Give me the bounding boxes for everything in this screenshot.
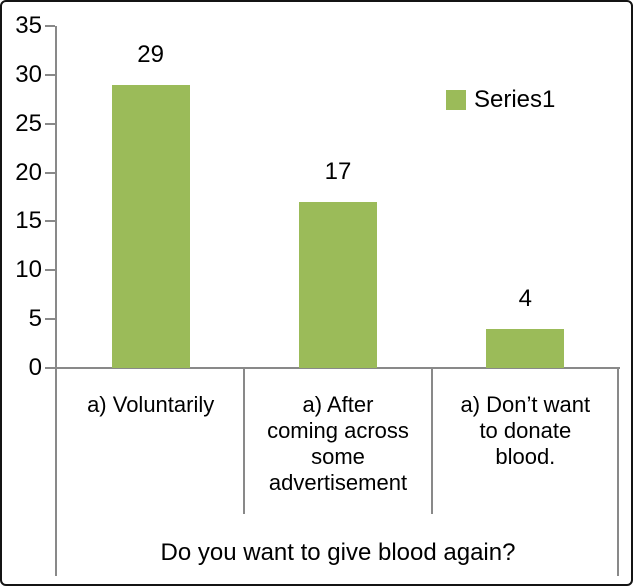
category-label-line: advertisement	[268, 470, 408, 495]
x-axis-line	[55, 367, 620, 369]
bar-value-label: 4	[518, 284, 532, 312]
category-label-line: to donate	[479, 418, 572, 443]
category-divider	[430, 368, 433, 514]
y-tick-mark	[45, 367, 55, 369]
y-tick-mark	[45, 269, 55, 272]
bar-value-label: 17	[324, 157, 352, 185]
category-label-line: a) After	[302, 392, 374, 417]
y-tick-mark	[45, 73, 55, 76]
y-tick-label: 20	[15, 158, 42, 186]
y-tick-mark	[45, 25, 55, 27]
y-tick-label: 30	[15, 60, 42, 88]
y-tick-label: 5	[28, 305, 42, 333]
category-label: a) After coming across some advertisement	[244, 392, 431, 496]
legend-label: Series1	[474, 86, 556, 113]
bar	[299, 201, 377, 368]
category-label: a) Don’t want to donate blood.	[432, 392, 619, 470]
y-tick-label: 35	[15, 12, 42, 39]
bar	[486, 328, 565, 368]
y-tick-mark	[45, 122, 55, 125]
y-axis-line	[55, 26, 57, 576]
bar-value-label: 29	[137, 40, 164, 68]
y-tick-label: 0	[28, 354, 42, 381]
bar	[111, 84, 190, 368]
category-label-line: blood.	[495, 444, 556, 469]
category-label-line: a) Don’t want	[460, 392, 591, 417]
right-boundary-line	[617, 368, 619, 576]
category-divider	[243, 368, 246, 514]
y-tick-label: 25	[15, 109, 42, 137]
category-label-line: coming across	[267, 418, 409, 443]
legend: Series1	[446, 86, 555, 114]
y-tick-label: 10	[15, 256, 42, 284]
category-label-line: a) Voluntarily	[87, 392, 215, 417]
legend-color-swatch	[446, 90, 466, 110]
category-label-line: some	[311, 444, 365, 469]
category-label: a) Voluntarily	[57, 392, 244, 418]
y-tick-label: 15	[15, 207, 42, 235]
y-tick-mark	[45, 171, 55, 174]
y-tick-mark	[45, 318, 55, 321]
y-tick-mark	[45, 220, 55, 223]
x-axis-title: Do you want to give blood again?	[160, 539, 516, 566]
